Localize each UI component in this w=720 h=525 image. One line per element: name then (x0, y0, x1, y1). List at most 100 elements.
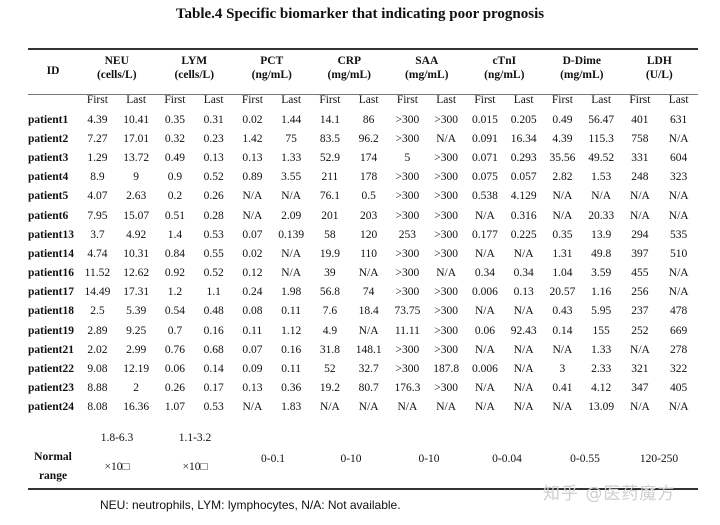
value-cell: 4.39 (552, 132, 573, 145)
value-cell: 1.04 (552, 267, 573, 280)
value-cell: 14.1 (319, 113, 340, 126)
last-label: Last (436, 93, 457, 106)
value-cell: 631 (670, 113, 688, 126)
value-cell: N/A (475, 209, 495, 222)
biomarker-name: LYM (181, 54, 208, 67)
value-cell: 1.29 (87, 151, 108, 164)
value-cell: 2.99 (126, 343, 147, 356)
value-cell: 0.293 (510, 151, 537, 164)
value-cell: 0.52 (203, 267, 224, 280)
value-cell: 12.62 (123, 267, 150, 280)
value-cell: 0.075 (471, 171, 498, 184)
value-cell: 0.89 (242, 171, 263, 184)
value-cell: 455 (631, 267, 649, 280)
value-cell: >300 (395, 113, 420, 126)
value-cell: 0.35 (164, 113, 185, 126)
value-cell: 0.08 (242, 305, 263, 318)
patient-id-cell: patient18 (28, 305, 74, 318)
value-cell: 120 (360, 228, 378, 241)
patient-id-cell: patient13 (28, 228, 74, 241)
value-cell: 5.39 (126, 305, 147, 318)
value-cell: >300 (395, 343, 420, 356)
last-label: Last (126, 93, 147, 106)
biomarker-unit: (cells/L) (96, 69, 137, 81)
value-cell: 0.13 (242, 382, 263, 395)
value-cell: >300 (434, 190, 459, 203)
patient-id-cell: patient5 (28, 190, 69, 203)
saa-normal-range: 0-10 (418, 453, 440, 465)
patient-id-cell: patient4 (28, 171, 69, 184)
value-cell: 2.82 (552, 171, 573, 184)
value-cell: 0.54 (164, 305, 185, 318)
value-cell: 4.9 (322, 324, 338, 337)
value-cell: 86 (362, 113, 375, 126)
biomarker-table: ID NEU LYM PCT CRP SAA cTnI D-Dime LDH (… (28, 52, 698, 417)
value-cell: 1.1 (206, 286, 221, 299)
table-row: patient1 4.39 10.41 0.35 0.31 0.02 1.44 14.1 86 >… (28, 110, 698, 129)
value-cell: 73.75 (394, 305, 421, 318)
value-cell: N/A (281, 247, 302, 260)
value-cell: 0.538 (471, 190, 498, 203)
value-cell: 92.43 (510, 324, 537, 337)
value-cell: N/A (475, 401, 495, 414)
value-cell: 669 (670, 324, 688, 337)
value-cell: 9.25 (126, 324, 147, 337)
value-cell: 155 (592, 324, 610, 337)
normal-range-label-line1: Normal (34, 451, 72, 463)
value-cell: >300 (434, 286, 459, 299)
value-cell: 14.49 (84, 286, 111, 299)
value-cell: 11.11 (394, 324, 420, 337)
bottom-rule (28, 488, 698, 490)
value-cell: 0.7 (167, 324, 183, 337)
value-cell: N/A (513, 382, 534, 395)
patient-id-cell: patient19 (28, 324, 74, 337)
value-cell: N/A (513, 343, 534, 356)
value-cell: 1.12 (281, 324, 302, 337)
table-row: patient13 3.7 4.92 1.4 0.53 0.07 0.139 58 120 253… (28, 225, 698, 244)
table-row: patient22 9.08 12.19 0.06 0.14 0.09 0.11 52 32.7… (28, 359, 698, 378)
first-label: First (629, 93, 651, 106)
first-label: First (474, 93, 496, 106)
value-cell: 256 (631, 286, 649, 299)
value-cell: 0.02 (242, 247, 263, 260)
table-title: Table.4 Specific biomarker that indicati… (175, 6, 545, 22)
value-cell: 20.33 (588, 209, 615, 222)
value-cell: N/A (668, 190, 689, 203)
table-row: patient19 2.89 9.25 0.7 0.16 0.11 1.12 4.9 N/A 11… (28, 321, 698, 340)
patient-id-cell: patient1 (28, 113, 69, 126)
value-cell: 20.57 (549, 286, 576, 299)
watermark: 知乎 @医药魔方 (543, 484, 676, 504)
biomarker-unit: (U/L) (645, 69, 673, 81)
value-cell: 0.68 (203, 343, 224, 356)
value-cell: 253 (398, 228, 417, 241)
value-cell: 0.177 (471, 228, 498, 241)
value-cell: 1.2 (167, 286, 183, 299)
table-row: patient4 8.9 9 0.9 0.52 0.89 3.55 211 178 >300 >30… (28, 168, 698, 187)
value-cell: >300 (434, 228, 459, 241)
value-cell: N/A (552, 209, 573, 222)
last-label: Last (358, 93, 379, 106)
biomarker-unit: (mg/mL) (560, 69, 604, 81)
value-cell: 96.2 (358, 132, 379, 145)
value-cell: >300 (434, 324, 459, 337)
value-cell: 7.95 (87, 209, 108, 222)
value-cell: 211 (321, 171, 339, 184)
value-cell: 4.07 (87, 190, 108, 203)
lym-normal-range: 1.1-3.2 (178, 432, 212, 444)
value-cell: 49.8 (591, 247, 612, 260)
value-cell: 2.02 (87, 343, 108, 356)
first-label: First (86, 93, 108, 106)
table-row: patient16 11.52 12.62 0.92 0.52 0.12 N/A 39 N/A >… (28, 264, 698, 283)
value-cell: 17.01 (123, 132, 150, 145)
value-cell: 7.6 (322, 305, 338, 318)
first-label: First (164, 93, 186, 106)
value-cell: 322 (670, 363, 688, 376)
value-cell: N/A (668, 267, 689, 280)
value-cell: 10.41 (123, 113, 150, 126)
table-row: patient21 2.02 2.99 0.76 0.68 0.07 0.16 31.8 148… (28, 340, 698, 359)
value-cell: 187.8 (433, 363, 460, 376)
ctni-normal-range: 0-0.04 (492, 453, 522, 465)
value-cell: 7.27 (87, 132, 108, 145)
value-cell: 0.057 (510, 171, 537, 184)
value-cell: 0.53 (203, 401, 224, 414)
